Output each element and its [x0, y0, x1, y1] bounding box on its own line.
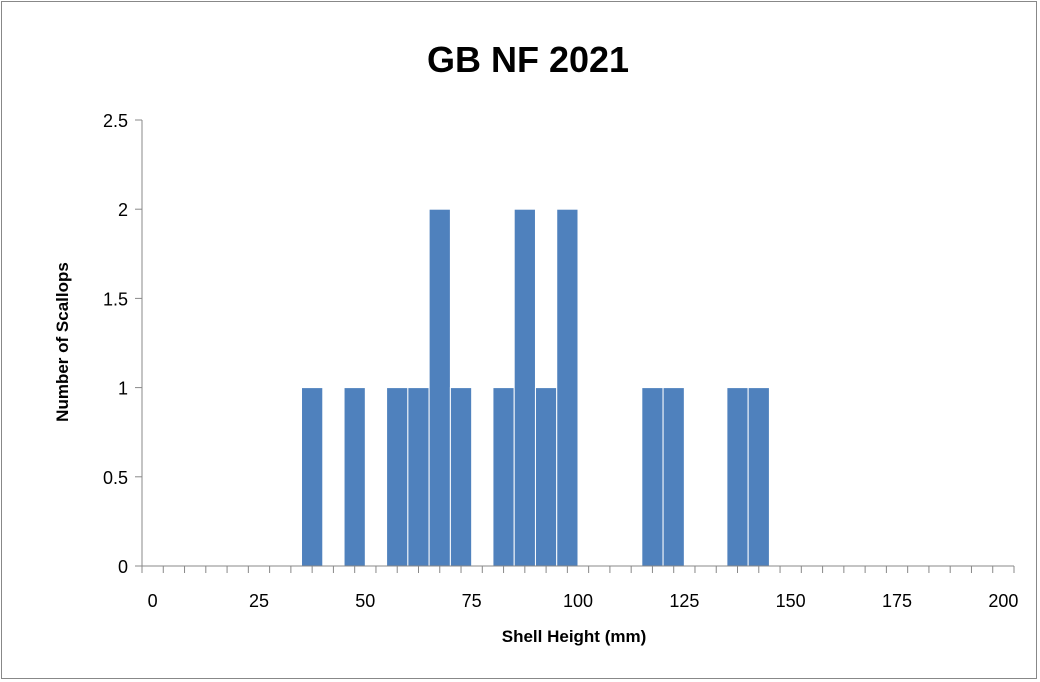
bar: [449, 387, 473, 567]
chart-title: GB NF 2021: [427, 39, 629, 80]
bar: [747, 387, 770, 567]
y-tick-label: 0: [118, 557, 128, 577]
bar: [301, 387, 324, 567]
bar: [556, 208, 579, 567]
bars-layer: [301, 208, 770, 567]
y-axis-title: Number of Scallops: [53, 262, 72, 422]
x-tick-label: 50: [355, 591, 375, 611]
bar: [492, 387, 515, 567]
axes-layer: 0 0.5 1 1.5 2 2.5 0 25 50 75 100 125 150 175 200: [103, 111, 1018, 611]
x-tick-label: 0: [148, 591, 158, 611]
x-tick-label: 200: [988, 591, 1018, 611]
y-tick-label: 0.5: [103, 468, 128, 488]
bar: [428, 208, 451, 567]
y-tick-label: 2.5: [103, 111, 128, 131]
x-tick-label: 100: [563, 591, 593, 611]
bar: [343, 387, 366, 567]
bar: [513, 208, 536, 567]
x-tick-label: 150: [776, 591, 806, 611]
x-tick-label: 125: [669, 591, 699, 611]
bar: [662, 387, 685, 567]
bar: [407, 387, 430, 567]
x-axis-title: Shell Height (mm): [502, 627, 647, 646]
y-tick-label: 2: [118, 200, 128, 220]
bar: [534, 387, 558, 567]
y-tick-label: 1: [118, 379, 128, 399]
y-tick-label: 1.5: [103, 289, 128, 309]
x-tick-label: 75: [462, 591, 482, 611]
bar: [726, 387, 749, 567]
bar: [386, 387, 409, 567]
x-tick-label: 175: [882, 591, 912, 611]
x-tick-label: 25: [249, 591, 269, 611]
bar: [641, 387, 664, 567]
